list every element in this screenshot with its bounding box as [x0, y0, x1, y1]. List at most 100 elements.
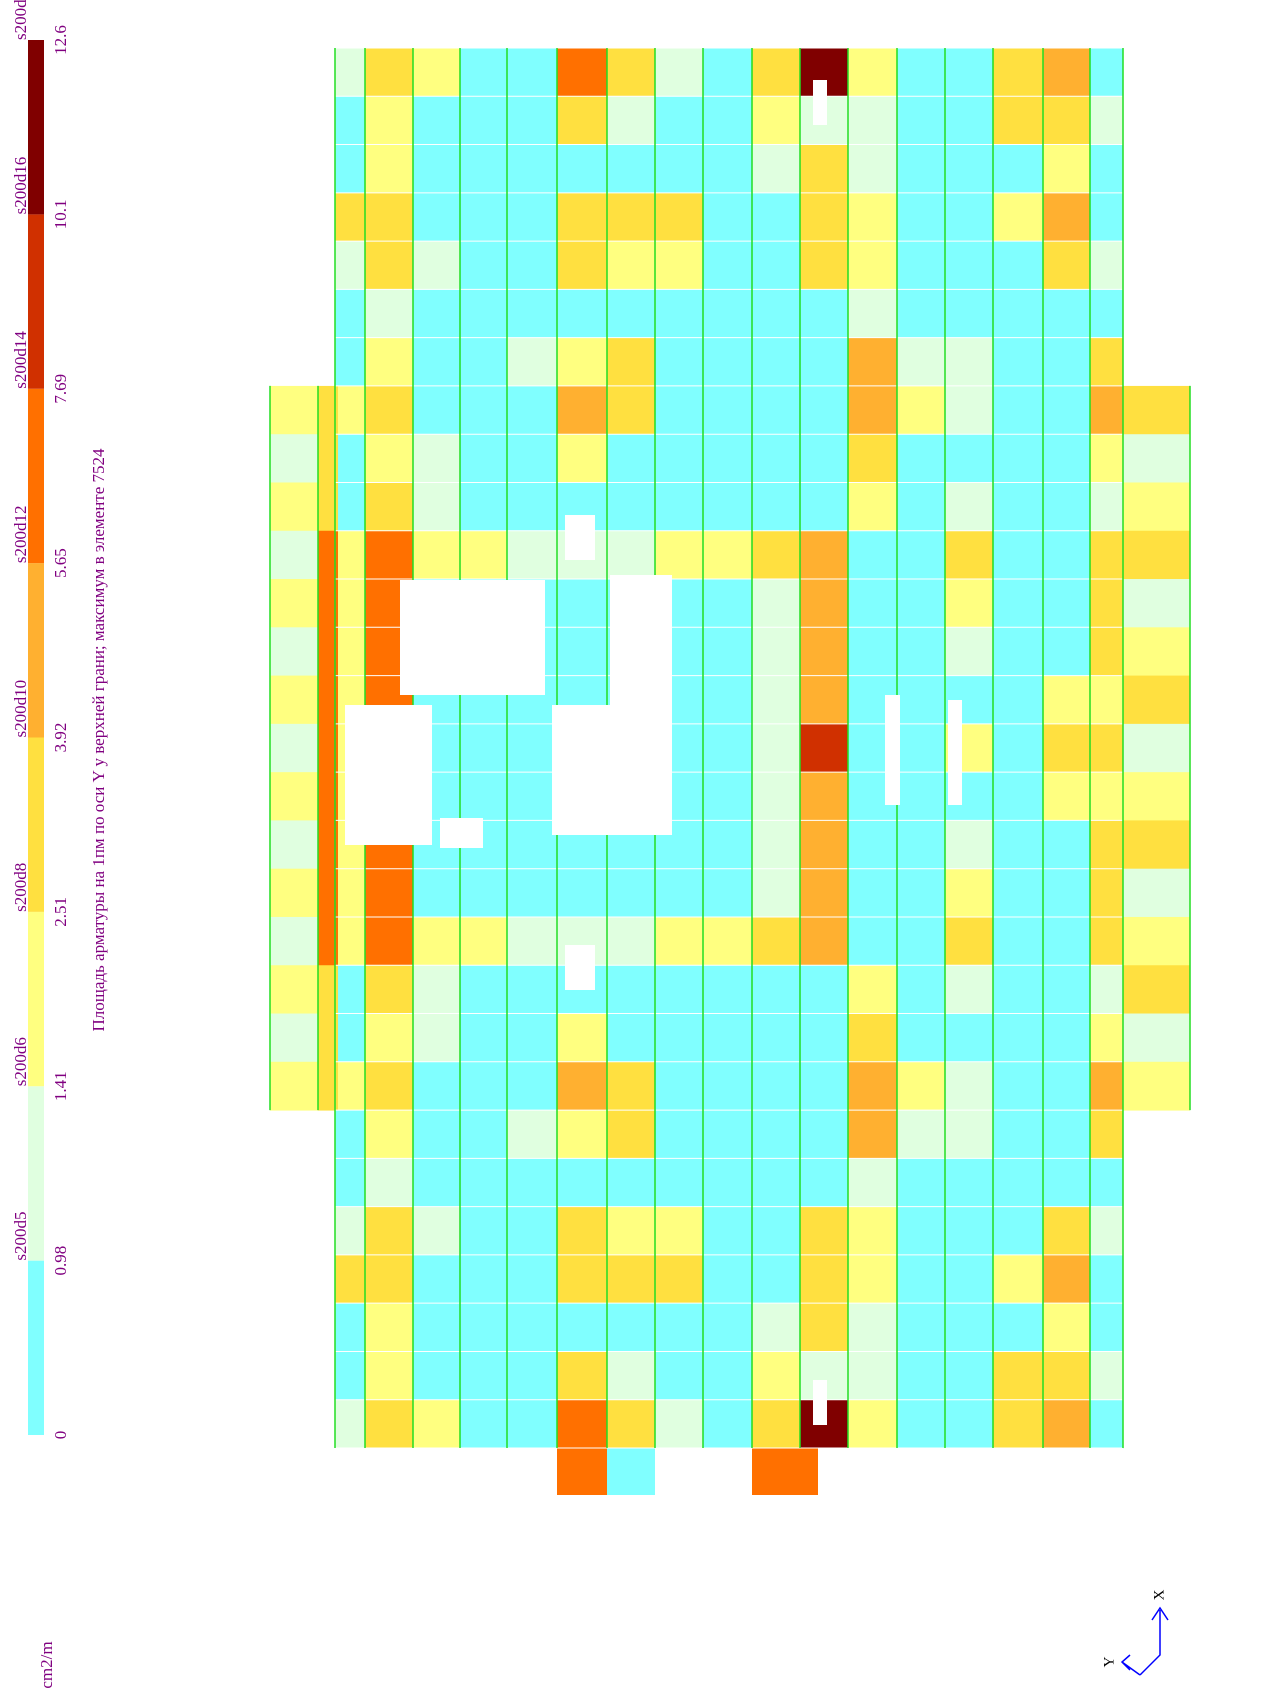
mesh-cell [1090, 1400, 1124, 1449]
mesh-cell [897, 1400, 946, 1449]
mesh-cell [800, 869, 849, 918]
mesh-cell [655, 1351, 704, 1400]
mesh-cell [1123, 917, 1190, 966]
mesh-cell [800, 724, 849, 773]
mesh-cell [335, 1014, 366, 1063]
mesh-cell [507, 1351, 558, 1400]
mesh-cell [848, 1255, 898, 1304]
mesh-cell [413, 48, 461, 97]
mesh-cell [607, 965, 656, 1014]
mesh-cell [1043, 531, 1091, 580]
mesh-cell [800, 1158, 849, 1207]
mesh-cell [897, 1207, 946, 1256]
mesh-cell [800, 1110, 849, 1159]
mesh-cell [703, 820, 753, 869]
mesh-cell [1043, 676, 1091, 725]
mesh-cell [752, 1351, 801, 1400]
mesh-cell [507, 1255, 558, 1304]
mesh-cell [413, 1351, 461, 1400]
mesh-cell [413, 869, 461, 918]
mesh-cell [607, 241, 656, 290]
mesh-cell [1090, 1062, 1124, 1111]
mesh-cell [1043, 1351, 1091, 1400]
mesh-cell [800, 1062, 849, 1111]
mesh-cell [365, 1400, 414, 1449]
mesh-cell [557, 1351, 608, 1400]
mesh-cell [897, 917, 946, 966]
mesh-cell [335, 1062, 366, 1111]
mesh-cell [993, 820, 1044, 869]
mesh-cell [557, 193, 608, 242]
mesh-cell [460, 1351, 508, 1400]
mesh-cell [335, 869, 366, 918]
mesh-cell [1043, 627, 1091, 676]
mesh-cell [557, 434, 608, 483]
legend-bar-label: s200d14 [11, 331, 30, 389]
mesh-cell [800, 965, 849, 1014]
mesh-cell [607, 1110, 656, 1159]
mesh-cell [703, 1110, 753, 1159]
mesh-cell [270, 724, 318, 773]
mesh-cell [365, 869, 414, 918]
mesh-cell [557, 1400, 608, 1449]
mesh-cell [460, 96, 508, 145]
mesh-cell [945, 193, 994, 242]
mesh-cell [507, 869, 558, 918]
mesh-cell [897, 820, 946, 869]
mesh-cell [1043, 145, 1091, 194]
mesh-cell [1090, 1303, 1124, 1352]
mesh-cell [945, 531, 994, 580]
mesh-cell [607, 1207, 656, 1256]
mesh-cell [413, 1158, 461, 1207]
mesh-cell [752, 820, 801, 869]
mesh-cell [655, 482, 704, 531]
mesh-cell [848, 289, 898, 338]
mesh-cell [1043, 724, 1091, 773]
mesh-cell [460, 869, 508, 918]
mesh-cell [270, 917, 318, 966]
legend-bar-label: s200d6 [11, 1037, 30, 1086]
mesh-cell [800, 627, 849, 676]
mesh-cell [557, 145, 608, 194]
mesh-cell [993, 1303, 1044, 1352]
mesh-cell [800, 482, 849, 531]
mesh-cell [848, 1062, 898, 1111]
mesh-cell [270, 1062, 318, 1111]
mesh-cell [335, 1255, 366, 1304]
mesh-cell [413, 1255, 461, 1304]
mesh-cell [1090, 48, 1124, 97]
mesh-cell [655, 1110, 704, 1159]
mesh-cell [848, 434, 898, 483]
mesh-cell [897, 1351, 946, 1400]
axis-x-label: X [1151, 1589, 1167, 1600]
mesh-cell [897, 772, 946, 821]
mesh-cell [1123, 772, 1190, 821]
mesh-cell [993, 1110, 1044, 1159]
mesh-cell [1043, 48, 1091, 97]
mesh-cell [1043, 241, 1091, 290]
mesh-cell [507, 1303, 558, 1352]
mesh-cell [270, 434, 318, 483]
mesh-cell [507, 289, 558, 338]
mesh-cell [752, 48, 801, 97]
mesh-cell [507, 1400, 558, 1449]
legend-level-label: 12.6 [51, 25, 70, 55]
mesh-cell [703, 338, 753, 387]
mesh-cell [993, 772, 1044, 821]
mesh-cell [848, 1110, 898, 1159]
mesh-cell [557, 579, 608, 628]
mesh-cell [335, 531, 366, 580]
mesh-cell [752, 1110, 801, 1159]
mesh-cell [365, 965, 414, 1014]
mesh-cell [460, 145, 508, 194]
legend-swatch [28, 40, 44, 214]
mesh-cell [365, 1158, 414, 1207]
mesh-cell [1090, 869, 1124, 918]
mesh-cell [507, 386, 558, 435]
mesh-cell [1090, 289, 1124, 338]
mesh-cell [945, 1014, 994, 1063]
mesh-cell [897, 48, 946, 97]
mesh-cell [413, 145, 461, 194]
mesh-cell [270, 869, 318, 918]
mesh-cell [800, 531, 849, 580]
